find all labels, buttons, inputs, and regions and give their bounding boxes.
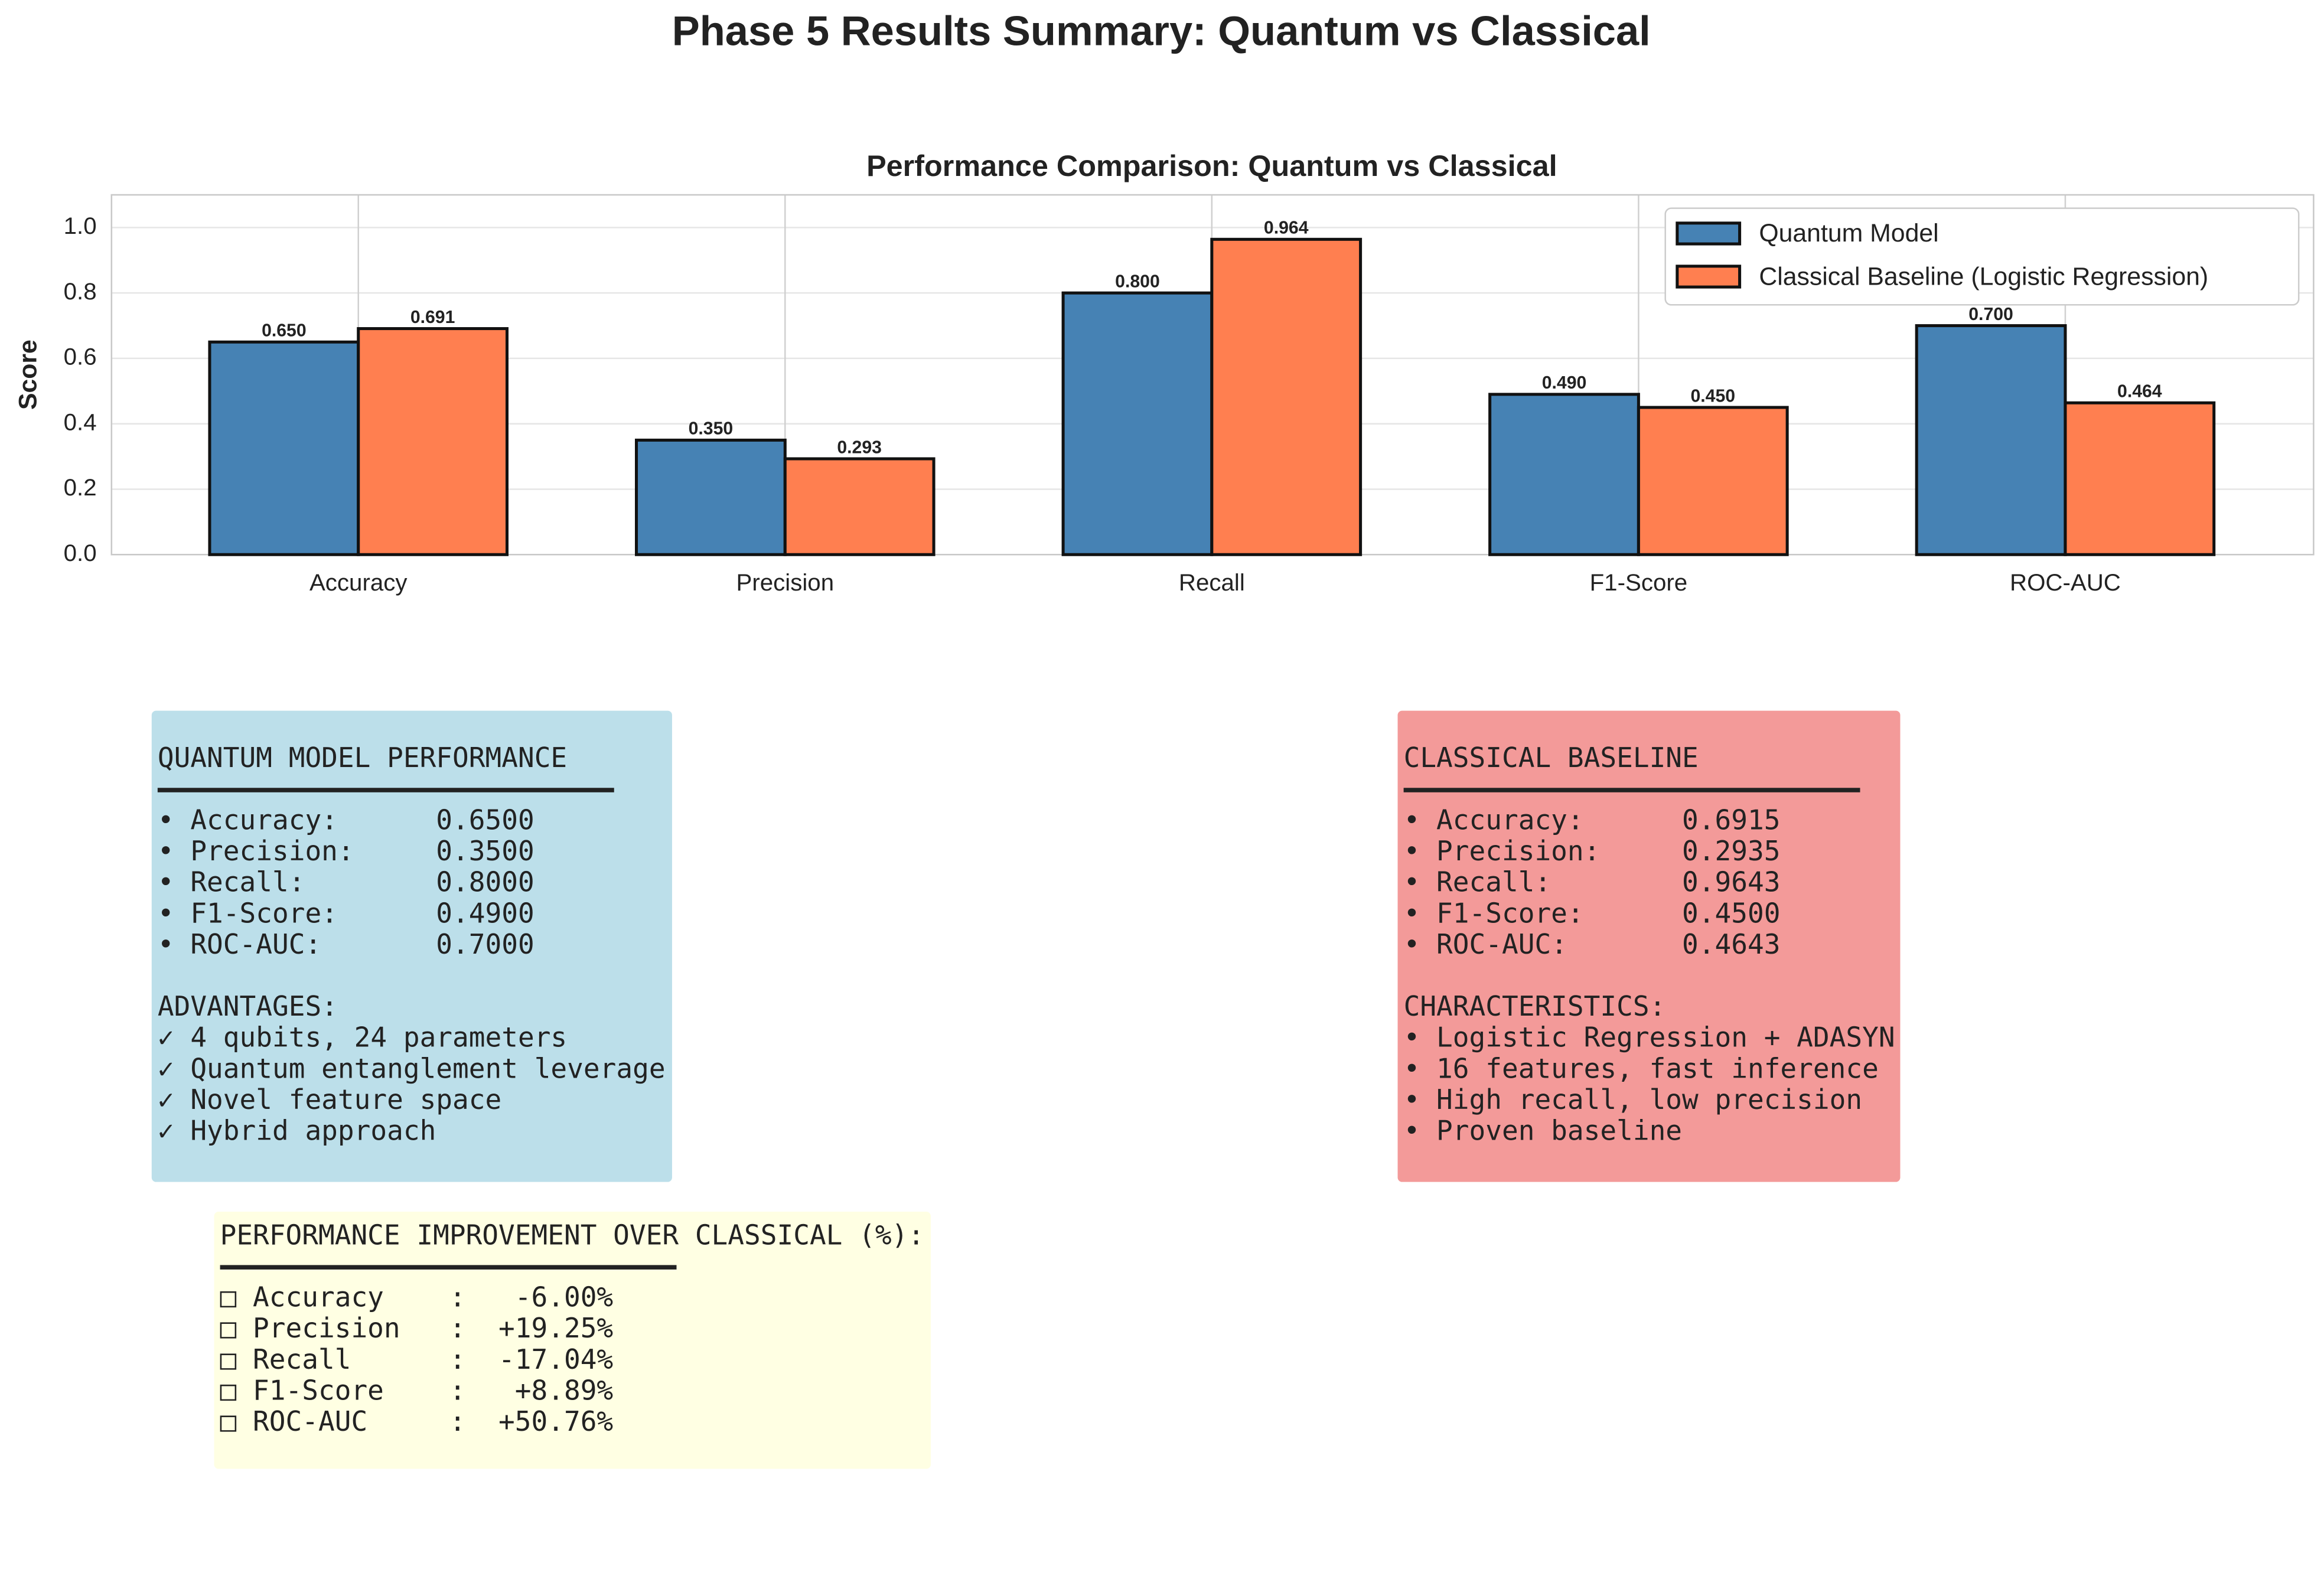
panel-line: • Accuracy: 0.6915 xyxy=(1404,804,1781,836)
panel-line: □ Recall : -17.04% xyxy=(220,1343,614,1375)
panel-line: • ROC-AUC: 0.4643 xyxy=(1404,928,1781,960)
bar xyxy=(635,438,787,556)
chart-title: Performance Comparison: Quantum vs Class… xyxy=(866,149,1557,182)
panel-subheading: CHARACTERISTICS: xyxy=(1404,990,1666,1022)
bar xyxy=(1637,406,1789,556)
y-tick-label: 0.8 xyxy=(64,278,97,305)
panel-line: • F1-Score: 0.4500 xyxy=(1404,897,1781,929)
panel-line: • Logistic Regression + ADASYN xyxy=(1404,1022,1895,1053)
x-tick-label: Precision xyxy=(736,569,834,596)
bar xyxy=(1210,237,1363,556)
x-tick-label: Accuracy xyxy=(309,569,408,596)
panel-line: • Accuracy: 0.6500 xyxy=(158,804,534,836)
y-tick-label: 0.2 xyxy=(64,474,97,501)
panel-line: □ F1-Score : +8.89% xyxy=(220,1374,614,1406)
panel-line: • F1-Score: 0.4900 xyxy=(158,897,534,929)
panel-box xyxy=(1397,710,1901,1182)
bar xyxy=(208,340,360,556)
value-label: 0.464 xyxy=(2117,382,2162,402)
y-tick-label: 0.4 xyxy=(64,409,97,435)
value-label: 0.700 xyxy=(1968,305,2013,324)
panel-line: ✓ Quantum entanglement leverage xyxy=(158,1052,666,1084)
y-tick-label: 1.0 xyxy=(64,213,97,239)
y-tick-label: 0.6 xyxy=(64,344,97,370)
bar xyxy=(1915,324,2067,556)
y-tick-label: 0.0 xyxy=(64,540,97,566)
legend-box xyxy=(1664,207,2300,306)
legend-label: Quantum Model xyxy=(1759,219,1938,247)
panel-line: ✓ 4 qubits, 24 parameters xyxy=(158,1022,567,1053)
panel-box xyxy=(214,1212,931,1469)
panel-rule xyxy=(1403,788,1860,792)
panel-line: ✓ Hybrid approach xyxy=(158,1115,436,1147)
bar xyxy=(357,327,509,556)
x-tick-label: Recall xyxy=(1179,569,1245,596)
legend-swatch xyxy=(1676,221,1742,246)
panel-line: • Precision: 0.2935 xyxy=(1404,835,1781,867)
panel-heading: CLASSICAL BASELINE xyxy=(1404,742,1699,774)
value-label: 0.800 xyxy=(1115,272,1160,292)
figure-title: Phase 5 Results Summary: Quantum vs Clas… xyxy=(672,8,1651,54)
value-label: 0.964 xyxy=(1264,218,1309,238)
panel-box xyxy=(151,710,672,1182)
bar xyxy=(1488,393,1640,556)
value-label: 0.350 xyxy=(689,419,734,439)
panel-rule xyxy=(157,788,614,792)
value-label: 0.691 xyxy=(410,308,455,327)
value-label: 0.490 xyxy=(1542,373,1587,393)
value-label: 0.650 xyxy=(262,321,307,341)
panel-line: ✓ Novel feature space xyxy=(158,1084,501,1115)
panel-line: • ROC-AUC: 0.7000 xyxy=(158,928,534,960)
y-axis-label: Score xyxy=(14,340,43,410)
panel-line: • 16 features, fast inference xyxy=(1404,1052,1879,1084)
panel-heading: PERFORMANCE IMPROVEMENT OVER CLASSICAL (… xyxy=(220,1219,924,1251)
panel-line: • Recall: 0.9643 xyxy=(1404,866,1781,898)
panel-line: • Recall: 0.8000 xyxy=(158,866,534,898)
panel-subheading: ADVANTAGES: xyxy=(158,990,338,1022)
panel-line: □ ROC-AUC : +50.76% xyxy=(220,1405,614,1437)
x-tick-label: F1-Score xyxy=(1590,569,1688,596)
panel-line: □ Accuracy : -6.00% xyxy=(220,1281,614,1313)
x-tick-label: ROC-AUC xyxy=(2010,569,2121,596)
panel-heading: QUANTUM MODEL PERFORMANCE xyxy=(158,742,567,774)
legend-label: Classical Baseline (Logistic Regression) xyxy=(1759,262,2208,291)
panel-line: • Proven baseline xyxy=(1404,1115,1682,1147)
panel-line: • High recall, low precision xyxy=(1404,1084,1862,1115)
value-label: 0.293 xyxy=(837,438,882,457)
panel-line: □ Precision : +19.25% xyxy=(220,1312,614,1344)
bar xyxy=(783,457,936,556)
panel-rule xyxy=(220,1265,677,1270)
bar xyxy=(2064,401,2216,556)
legend-swatch xyxy=(1676,265,1742,289)
bar xyxy=(1061,291,1214,556)
panel-line: • Precision: 0.3500 xyxy=(158,835,534,867)
value-label: 0.450 xyxy=(1690,386,1735,406)
